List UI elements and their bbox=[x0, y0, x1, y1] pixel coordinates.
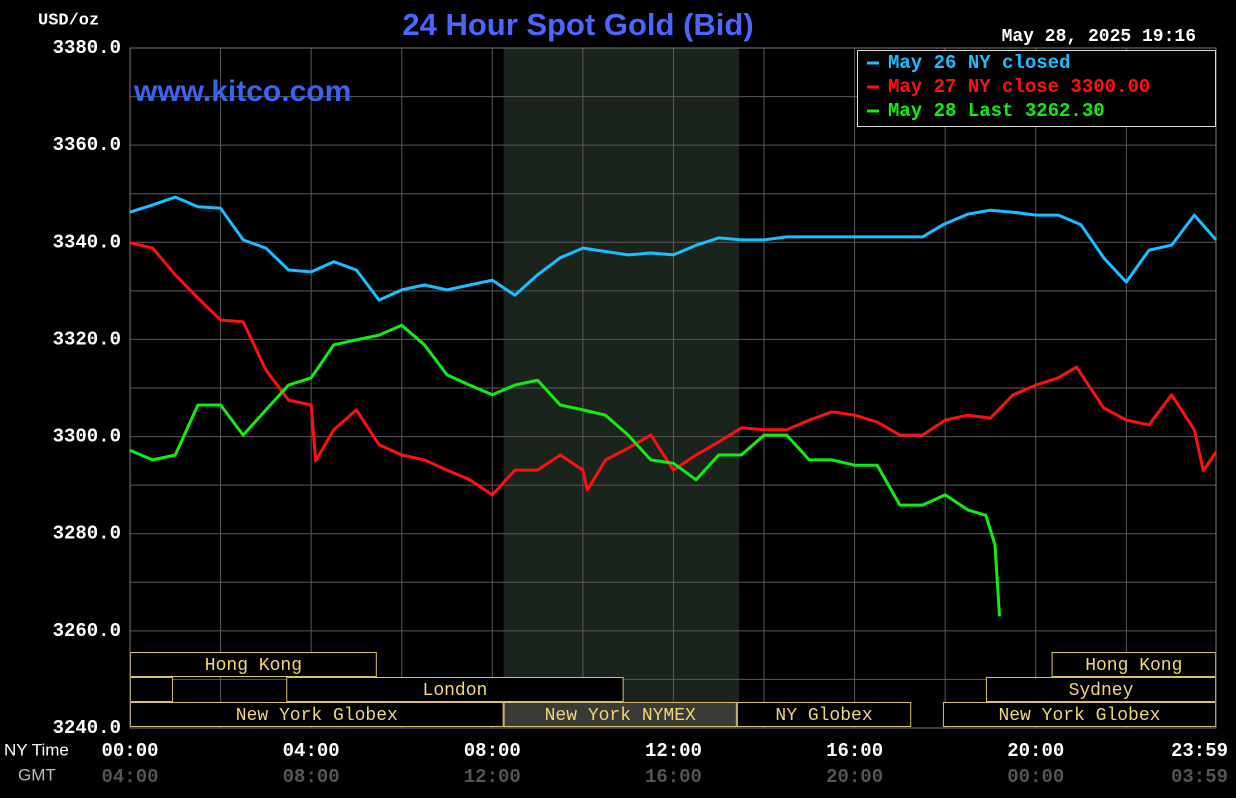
session-box bbox=[286, 677, 624, 702]
session-label: Sydney bbox=[1069, 681, 1134, 701]
x-tick-label: 16:00 bbox=[826, 740, 883, 762]
session-label: New York Globex bbox=[236, 706, 398, 726]
y-tick-label: 3320.0 bbox=[53, 328, 121, 350]
session-label: New York Globex bbox=[998, 706, 1160, 726]
session-box bbox=[942, 702, 1216, 727]
x2-tick-label: 03:59 bbox=[1171, 766, 1228, 788]
y-unit: USD/oz bbox=[38, 11, 99, 30]
x2-tick-label: 04:00 bbox=[101, 766, 158, 788]
series-line bbox=[129, 323, 1001, 617]
y-tick-label: 3240.0 bbox=[53, 717, 121, 739]
y-tick-label: 3260.0 bbox=[53, 620, 121, 642]
session-box bbox=[130, 677, 174, 702]
x2-tick-label: 12:00 bbox=[464, 766, 521, 788]
session-label: Hong Kong bbox=[1085, 656, 1182, 676]
y-tick-label: 3360.0 bbox=[53, 134, 121, 156]
x-row-label: NY Time bbox=[4, 740, 69, 759]
x2-tick-label: 20:00 bbox=[826, 766, 883, 788]
session-label: Hong Kong bbox=[205, 656, 302, 676]
chart-title: 24 Hour Spot Gold (Bid) bbox=[402, 7, 753, 42]
session-label: New York NYMEX bbox=[545, 706, 696, 726]
session-box bbox=[736, 702, 912, 727]
legend-label: May 26 NY closed bbox=[888, 52, 1070, 74]
x2-tick-label: 16:00 bbox=[645, 766, 702, 788]
y-tick-label: 3380.0 bbox=[53, 37, 121, 59]
session-label: NY Globex bbox=[775, 706, 872, 726]
x-tick-label: 08:00 bbox=[464, 740, 521, 762]
session-box bbox=[130, 652, 377, 677]
x-tick-label: 04:00 bbox=[283, 740, 340, 762]
series-line bbox=[129, 241, 1218, 497]
x-tick-label: 00:00 bbox=[101, 740, 158, 762]
plot-frame bbox=[129, 47, 1217, 729]
timestamp: May 28, 2025 19:16 bbox=[1002, 27, 1196, 47]
legend-label: May 28 Last 3262.30 bbox=[888, 100, 1105, 122]
session-box bbox=[1051, 652, 1216, 677]
x2-tick-label: 08:00 bbox=[283, 766, 340, 788]
watermark: www.kitco.com bbox=[133, 75, 351, 108]
x2-row-label: GMT bbox=[18, 765, 56, 784]
legend-label: May 27 NY close 3300.00 bbox=[888, 76, 1150, 98]
x-tick-label: 12:00 bbox=[645, 740, 702, 762]
x-tick-label: 23:59 bbox=[1171, 740, 1228, 762]
y-tick-label: 3340.0 bbox=[53, 231, 121, 253]
session-box bbox=[503, 702, 737, 727]
y-tick-label: 3280.0 bbox=[53, 523, 121, 545]
x-tick-label: 20:00 bbox=[1007, 740, 1064, 762]
session-label: London bbox=[423, 681, 488, 701]
y-tick-label: 3300.0 bbox=[53, 426, 121, 448]
legend-box bbox=[857, 50, 1216, 127]
x2-tick-label: 00:00 bbox=[1007, 766, 1064, 788]
series-line bbox=[129, 195, 1218, 302]
session-box bbox=[130, 702, 504, 727]
